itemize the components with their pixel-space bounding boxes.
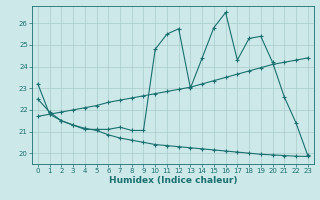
X-axis label: Humidex (Indice chaleur): Humidex (Indice chaleur): [108, 176, 237, 185]
